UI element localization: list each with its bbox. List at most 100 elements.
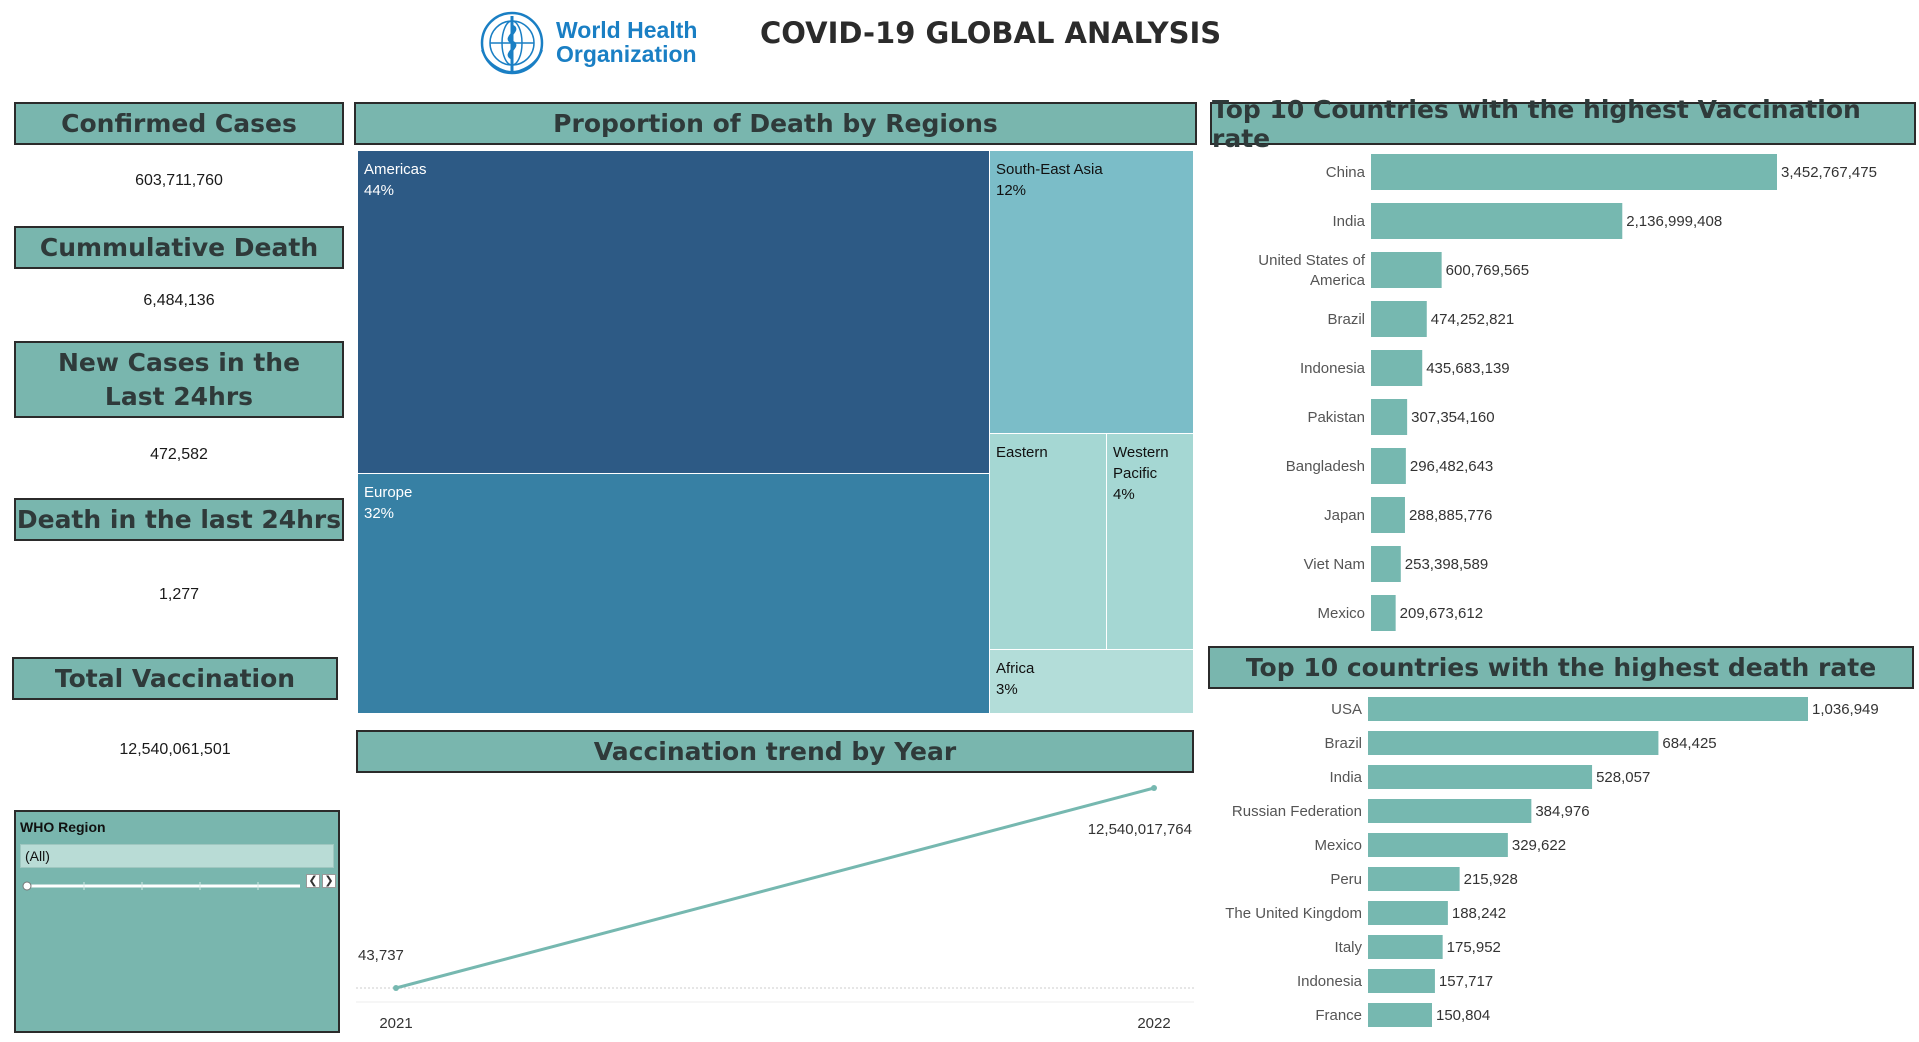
bar-value-label: 1,036,949	[1812, 701, 1879, 718]
bar-category-label: Mexico	[1314, 837, 1362, 854]
bar-6[interactable]	[1371, 448, 1406, 484]
treemap-label-africa: Africa	[996, 660, 1035, 677]
treemap-pct-americas: 44%	[364, 182, 395, 199]
bar-8[interactable]	[1371, 546, 1401, 582]
kpi-death-24hrs-value: 1,277	[158, 586, 200, 603]
bar-category-label: Brazil	[1324, 735, 1362, 752]
bar-7[interactable]	[1371, 497, 1405, 533]
kpi-confirmed-cases-value: 603,711,760	[135, 172, 223, 189]
data-label-2021: 43,737	[358, 947, 404, 964]
vacc-bar-title: Top 10 Countries with the highest Vaccin…	[1210, 95, 1916, 153]
kpi-new-cases-value: 472,582	[150, 446, 208, 463]
bar-2[interactable]	[1368, 765, 1593, 789]
bar-0[interactable]	[1368, 697, 1808, 721]
vaccination-trend-line	[395, 786, 1155, 990]
bar-6[interactable]	[1368, 901, 1448, 925]
treemap-pct-western-pacific: 4%	[1113, 486, 1135, 503]
bar-value-label: 528,057	[1596, 769, 1650, 786]
line-chart-title: Vaccination trend by Year	[356, 730, 1194, 773]
bar-0[interactable]	[1371, 154, 1777, 190]
who-emblem-icon	[480, 11, 544, 75]
treemap-title: Proportion of Death by Regions	[354, 102, 1197, 145]
bar-2[interactable]	[1371, 252, 1442, 288]
bar-value-label: 329,622	[1512, 837, 1566, 854]
treemap-cell-western-pacific[interactable]: Western Pacific 4%	[1107, 434, 1194, 650]
who-region-select[interactable]: (All)	[20, 844, 334, 868]
bar-category-label: Indonesia	[1300, 360, 1366, 377]
bar-category-label: Russian Federation	[1232, 803, 1362, 820]
bar-value-label: 150,804	[1436, 1007, 1490, 1024]
bar-category-label: Indonesia	[1297, 973, 1363, 990]
bar-3[interactable]	[1368, 799, 1532, 823]
bar-value-label: 188,242	[1452, 905, 1506, 922]
trend-point-2021[interactable]	[393, 984, 399, 991]
logo-text-line1: World Health	[556, 17, 698, 43]
chevron-right-icon[interactable]: ❯	[322, 874, 336, 888]
bar-category-label: India	[1332, 213, 1365, 230]
chevron-left-icon[interactable]: ❮	[306, 874, 320, 888]
bar-value-label: 474,252,821	[1431, 311, 1514, 328]
bar-5[interactable]	[1371, 399, 1408, 435]
kpi-new-cases-header: New Cases in the Last 24hrs	[14, 341, 344, 418]
bar-1[interactable]	[1371, 203, 1623, 239]
bar-value-label: 253,398,589	[1405, 556, 1488, 573]
bar-category-label: China	[1326, 164, 1366, 181]
bar-1[interactable]	[1368, 731, 1659, 755]
bar-category-label: Japan	[1324, 507, 1365, 524]
treemap-cell-europe[interactable]: Europe 32%	[358, 474, 990, 714]
bar-3[interactable]	[1371, 301, 1427, 337]
kpi-cumulative-death-header: Cummulative Death	[14, 226, 344, 269]
treemap-cell-africa[interactable]: Africa 3%	[990, 650, 1194, 714]
bar-8[interactable]	[1368, 969, 1435, 993]
kpi-total-vaccination-header: Total Vaccination	[12, 657, 338, 700]
treemap-label-eastern: Eastern	[996, 444, 1048, 461]
bar-value-label: 288,885,776	[1409, 507, 1492, 524]
bar-9[interactable]	[1368, 1003, 1432, 1027]
treemap-pct-europe: 32%	[364, 505, 395, 522]
bar-value-label: 175,952	[1447, 939, 1501, 956]
filter-slider[interactable]	[22, 876, 304, 891]
death-bar-chart: USA 1,036,949 Brazil 684,425 India 528,057 Rus…	[1225, 697, 1879, 1027]
vaccination-trend-chart: 2021 2022 43,737 12,540,017,764	[356, 785, 1194, 1032]
treemap-cell-americas[interactable]: Americas 44%	[358, 151, 990, 474]
x-tick-label: 2021	[379, 1015, 412, 1032]
bar-category-label: France	[1315, 1007, 1362, 1024]
bar-category-label: Viet Nam	[1304, 556, 1365, 573]
treemap-label-western-pacific: Western Pacific	[1113, 444, 1169, 482]
who-logo: World Health Organization	[476, 10, 706, 76]
treemap-label-europe: Europe	[364, 484, 413, 501]
bar-category-label: Brazil	[1327, 311, 1365, 328]
bar-value-label: 157,717	[1439, 973, 1493, 990]
bar-category-label: USA	[1331, 701, 1362, 718]
kpi-cumulative-death-value: 6,484,136	[143, 292, 215, 309]
filter-title: WHO Region	[20, 819, 106, 835]
kpi-death-24hrs-header: Death in the last 24hrs	[14, 498, 344, 541]
treemap-label-americas: Americas	[364, 161, 427, 178]
treemap-cell-south-east-asia[interactable]: South-East Asia 12%	[990, 151, 1194, 434]
bar-9[interactable]	[1371, 595, 1396, 631]
bar-value-label: 209,673,612	[1400, 605, 1483, 622]
treemap-pct-south-east-asia: 12%	[996, 182, 1027, 199]
bar-value-label: 600,769,565	[1446, 262, 1529, 279]
vaccination-bar-chart: China 3,452,767,475 India 2,136,999,408 Unit…	[1258, 154, 1877, 631]
bar-category-label: Peru	[1330, 871, 1362, 888]
bar-4[interactable]	[1371, 350, 1423, 386]
bar-5[interactable]	[1368, 867, 1460, 891]
bar-category-label: Pakistan	[1307, 409, 1365, 426]
bar-category-label: Mexico	[1317, 605, 1365, 622]
logo-text-line2: Organization	[556, 41, 697, 67]
bar-4[interactable]	[1368, 833, 1508, 857]
kpi-total-vaccination-value: 12,540,061,501	[119, 741, 231, 758]
death-bar-title: Top 10 countries with the highest death …	[1208, 646, 1914, 689]
bar-value-label: 2,136,999,408	[1626, 213, 1722, 230]
trend-point-2022[interactable]	[1151, 785, 1157, 791]
bar-category-label: Italy	[1334, 939, 1362, 956]
treemap-cell-eastern[interactable]: Eastern	[990, 434, 1107, 650]
dashboard-title: COVID-19 GLOBAL ANALYSIS	[760, 16, 1222, 50]
data-label-2022: 12,540,017,764	[1088, 821, 1192, 838]
bar-7[interactable]	[1368, 935, 1443, 959]
treemap-label-south-east-asia: South-East Asia	[996, 161, 1103, 178]
bar-category-label: India	[1329, 769, 1362, 786]
who-region-filter: WHO Region (All) ❮ ❯	[14, 810, 340, 1033]
bar-value-label: 307,354,160	[1411, 409, 1494, 426]
